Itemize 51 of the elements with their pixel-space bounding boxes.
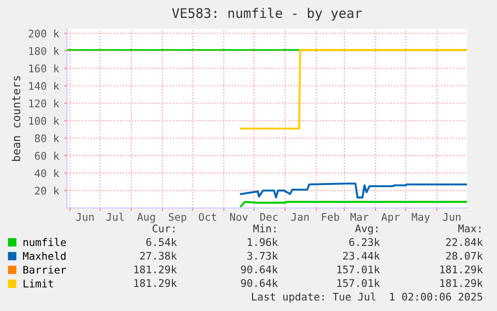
text: 157.01k bbox=[337, 265, 380, 274]
x-tick-label: Mar bbox=[350, 213, 368, 221]
text: Min: bbox=[253, 224, 276, 232]
chart-title: VE583: numfile - by year bbox=[172, 8, 362, 21]
text: Avg: bbox=[355, 224, 378, 234]
y-tick-label: 80 k bbox=[34, 134, 60, 142]
y-tick-label: 60 k bbox=[34, 152, 60, 160]
y-tick-label: 120 k bbox=[29, 99, 60, 108]
legend-label: Maxheld bbox=[23, 252, 66, 260]
text: 90.64k bbox=[241, 265, 278, 274]
text: 22.84k bbox=[446, 238, 483, 246]
y-tick-label: 160 k bbox=[29, 64, 60, 72]
text: 28.07k bbox=[446, 252, 483, 260]
y-tick-label: 40 k bbox=[34, 169, 60, 178]
y-tick-label: 140 k bbox=[29, 82, 60, 90]
text: Last update: Tue Jul 1 02:00:06 2025 bbox=[252, 292, 482, 303]
text: 23.44k bbox=[343, 252, 380, 260]
x-tick-label: Apr bbox=[381, 213, 400, 223]
text: 157.01k bbox=[337, 278, 380, 287]
legend-label: numfile bbox=[24, 238, 66, 246]
x-tick-label: Nov bbox=[230, 213, 248, 221]
x-tick-label: Sep bbox=[168, 212, 186, 223]
x-tick-label: Aug bbox=[137, 213, 155, 223]
legend-label: Barrier bbox=[23, 266, 66, 274]
y-tick-label: 200 k bbox=[28, 29, 60, 38]
x-tick-label: Jul bbox=[106, 212, 124, 221]
x-tick-label: Feb bbox=[322, 212, 340, 221]
text: 181.29k bbox=[134, 278, 177, 287]
x-tick-label: Jun bbox=[76, 213, 94, 221]
text: 6.54k bbox=[146, 238, 177, 246]
text: 181.29k bbox=[440, 278, 483, 287]
text: 27.38k bbox=[140, 252, 177, 260]
line-series bbox=[240, 182, 467, 198]
x-tick-label: Jun bbox=[443, 213, 460, 221]
text: 181.29k bbox=[440, 265, 483, 274]
x-tick-label: May bbox=[412, 213, 430, 223]
text: 181.29k bbox=[134, 265, 177, 274]
y-tick-label: 180 k bbox=[29, 46, 60, 55]
text: Cur: bbox=[152, 224, 174, 232]
y-axis-title: bean counters bbox=[12, 76, 20, 161]
y-tick-label: 20 k bbox=[35, 186, 60, 195]
x-tick-label: Oct bbox=[198, 212, 216, 221]
text: Max: bbox=[458, 224, 480, 232]
text: 3.73k bbox=[247, 252, 278, 260]
y-tick-label: 100 k bbox=[29, 116, 60, 125]
legend-label: Limit bbox=[24, 279, 53, 288]
text: 6.23k bbox=[349, 238, 380, 246]
text: 1.96k bbox=[248, 238, 278, 246]
x-tick-label: Dec bbox=[260, 213, 278, 221]
x-tick-label: Jan bbox=[291, 213, 309, 221]
text: 90.64k bbox=[241, 278, 278, 287]
